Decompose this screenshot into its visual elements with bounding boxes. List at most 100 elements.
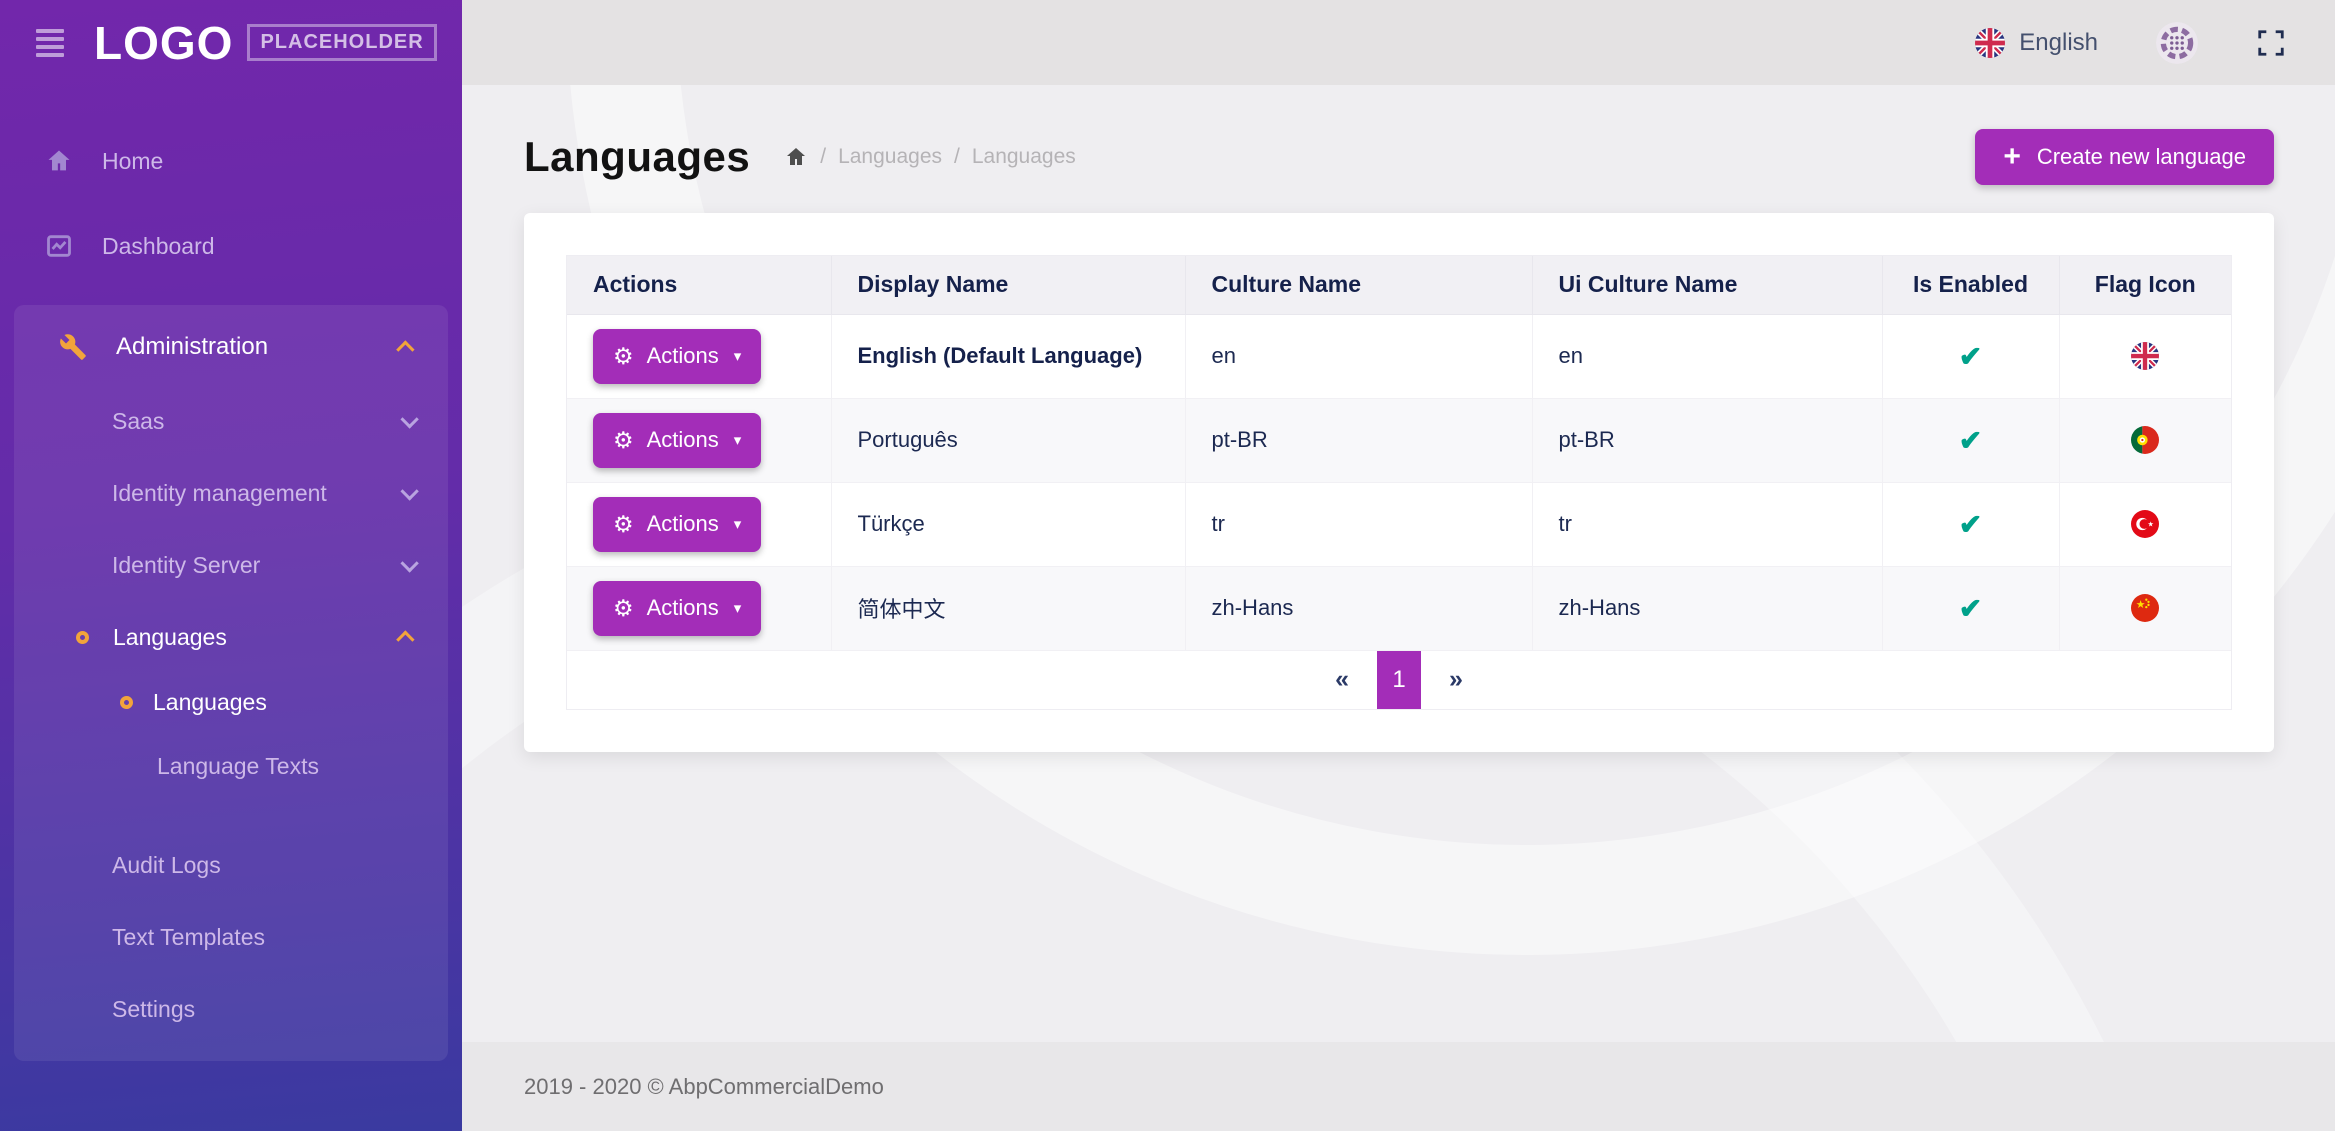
flag-cell xyxy=(2059,566,2231,651)
pagination-next[interactable]: » xyxy=(1449,665,1463,693)
is-enabled-cell: ✔ xyxy=(1882,314,2060,399)
sidebar-item-label: Identity Server xyxy=(112,551,261,578)
turkey-flag-icon xyxy=(2131,510,2160,539)
hamburger-menu-icon[interactable] xyxy=(36,28,64,57)
sidebar-item-label: Languages xyxy=(113,623,227,650)
breadcrumb-languages-page: Languages xyxy=(971,145,1076,168)
sidebar-item-saas[interactable]: Saas xyxy=(14,397,448,445)
sidebar-item-label: Languages xyxy=(153,688,267,715)
table-row: ⚙ Actions ▾ Português pt-BR pt-BR ✔ xyxy=(567,398,2231,483)
uk-flag-icon xyxy=(1975,27,2006,58)
display-name-cell: 简体中文 xyxy=(831,566,1186,651)
sidebar-item-identity-management[interactable]: Identity management xyxy=(14,469,448,517)
ui-culture-name-cell: zh-Hans xyxy=(1532,566,1883,651)
check-icon: ✔ xyxy=(1958,508,1983,540)
ui-culture-name-cell: en xyxy=(1532,314,1883,399)
breadcrumb-separator: / xyxy=(820,145,827,168)
gear-icon: ⚙ xyxy=(613,426,634,453)
actions-button-label: Actions xyxy=(646,511,719,536)
sidebar-item-home[interactable]: Home xyxy=(0,135,462,187)
sidebar-item-text-templates[interactable]: Text Templates xyxy=(14,913,448,961)
gear-icon: ⚙ xyxy=(613,594,634,621)
sidebar-item-languages-group[interactable]: Languages xyxy=(14,613,448,661)
gear-icon: ⚙ xyxy=(613,342,634,369)
actions-cell: ⚙ Actions ▾ xyxy=(567,566,832,651)
home-icon xyxy=(42,147,76,175)
sidebar-item-audit-logs[interactable]: Audit Logs xyxy=(14,841,448,889)
home-breadcrumb-icon[interactable] xyxy=(784,145,808,169)
bullet-icon xyxy=(76,630,89,644)
fullscreen-icon[interactable] xyxy=(2256,28,2286,58)
pagination-prev[interactable]: « xyxy=(1335,665,1349,693)
display-name-cell: English (Default Language) xyxy=(831,314,1186,399)
is-enabled-cell: ✔ xyxy=(1882,482,2060,567)
table-header-row: Actions Display Name Culture Name Ui Cul… xyxy=(567,256,2231,315)
culture-name-cell: tr xyxy=(1185,482,1533,567)
user-avatar[interactable] xyxy=(2156,21,2198,64)
breadcrumb-languages[interactable]: Languages xyxy=(838,145,942,168)
brand[interactable]: LOGO PLACEHOLDER xyxy=(0,0,462,85)
main-area: English Languages / xyxy=(462,0,2335,1131)
row-actions-button[interactable]: ⚙ Actions ▾ xyxy=(593,412,762,468)
sidebar-item-language-texts[interactable]: Language Texts xyxy=(14,743,448,789)
caret-down-icon: ▾ xyxy=(733,348,742,365)
actions-cell: ⚙ Actions ▾ xyxy=(567,398,832,483)
row-actions-button[interactable]: ⚙ Actions ▾ xyxy=(593,328,762,384)
topbar: English xyxy=(462,0,2335,85)
header-flag-icon: Flag Icon xyxy=(2059,256,2231,315)
header-ui-culture-name: Ui Culture Name xyxy=(1532,256,1883,315)
sidebar-nav: Home Dashboard Administration Saas xyxy=(0,85,462,1061)
portugal-flag-icon xyxy=(2131,426,2160,455)
chevron-down-icon xyxy=(400,409,419,429)
languages-table: Actions Display Name Culture Name Ui Cul… xyxy=(566,255,2232,710)
footer: 2019 - 2020 © AbpCommercialDemo xyxy=(462,1042,2335,1131)
sidebar-item-label: Text Templates xyxy=(112,923,265,950)
content: Languages / Languages / Languages + Crea… xyxy=(462,85,2335,1042)
pagination: « 1 » xyxy=(567,650,2231,709)
create-button-label: Create new language xyxy=(2036,144,2246,169)
row-actions-button[interactable]: ⚙ Actions ▾ xyxy=(593,580,762,636)
copyright-text: 2019 - 2020 © AbpCommercialDemo xyxy=(524,1073,884,1099)
plus-icon: + xyxy=(2003,140,2021,173)
sidebar-item-label: Home xyxy=(102,147,164,174)
language-selector[interactable]: English xyxy=(1975,27,2098,58)
language-label: English xyxy=(2019,28,2098,56)
culture-name-cell: pt-BR xyxy=(1185,398,1533,483)
uk-flag-icon xyxy=(2131,342,2160,371)
page-header: Languages / Languages / Languages + Crea… xyxy=(462,85,2335,185)
china-flag-icon xyxy=(2131,594,2160,623)
logo-text: LOGO xyxy=(94,16,234,69)
flag-cell xyxy=(2059,314,2231,399)
actions-button-label: Actions xyxy=(646,595,719,620)
gear-icon: ⚙ xyxy=(613,510,634,537)
display-name-cell: Türkçe xyxy=(831,482,1186,567)
bullet-icon xyxy=(120,695,133,709)
caret-down-icon: ▾ xyxy=(733,516,742,533)
check-icon: ✔ xyxy=(1958,340,1983,372)
header-actions: Actions xyxy=(567,256,832,315)
chart-icon xyxy=(42,232,76,260)
sidebar-item-label: Language Texts xyxy=(157,752,319,779)
caret-down-icon: ▾ xyxy=(733,432,742,449)
logo-placeholder-badge: PLACEHOLDER xyxy=(247,24,437,61)
sidebar-item-languages[interactable]: Languages xyxy=(14,679,448,725)
sidebar-item-label: Saas xyxy=(112,407,165,434)
sidebar-item-label: Audit Logs xyxy=(112,851,221,878)
sidebar-item-label: Identity management xyxy=(112,479,327,506)
actions-cell: ⚙ Actions ▾ xyxy=(567,482,832,567)
sidebar-item-settings[interactable]: Settings xyxy=(14,985,448,1033)
sidebar-item-dashboard[interactable]: Dashboard xyxy=(0,220,462,272)
row-actions-button[interactable]: ⚙ Actions ▾ xyxy=(593,496,762,552)
actions-button-label: Actions xyxy=(646,343,719,368)
caret-down-icon: ▾ xyxy=(733,600,742,617)
sidebar-item-identity-server[interactable]: Identity Server xyxy=(14,541,448,589)
culture-name-cell: en xyxy=(1185,314,1533,399)
create-new-language-button[interactable]: + Create new language xyxy=(1975,129,2274,185)
breadcrumb-separator: / xyxy=(954,145,960,168)
is-enabled-cell: ✔ xyxy=(1882,398,2060,483)
pagination-page-1[interactable]: 1 xyxy=(1377,650,1421,709)
culture-name-cell: zh-Hans xyxy=(1185,566,1533,651)
administration-group: Administration Saas Identity management … xyxy=(14,305,448,1061)
sidebar-item-label: Dashboard xyxy=(102,232,215,259)
sidebar-item-administration[interactable]: Administration xyxy=(14,321,448,373)
